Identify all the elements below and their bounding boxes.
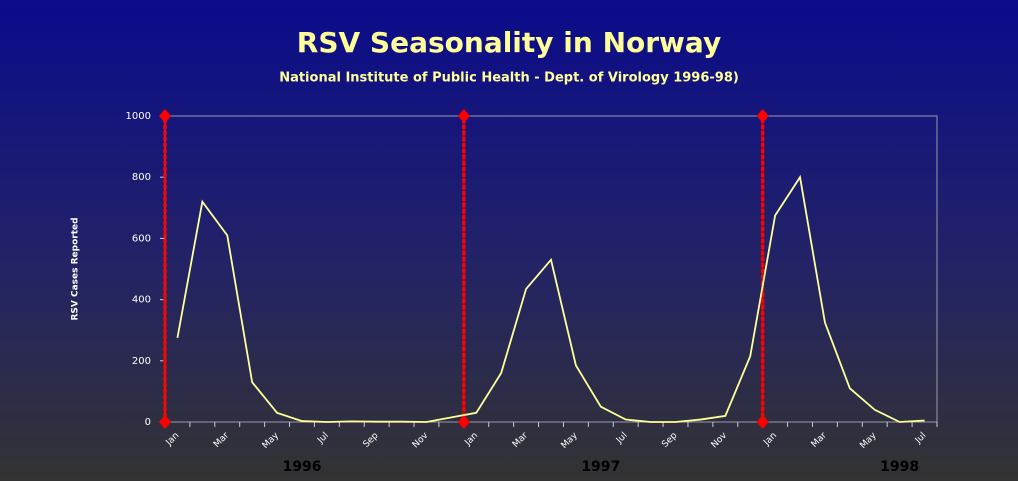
year-divider-marker <box>159 415 171 429</box>
y-axis-label: RSV Cases Reported <box>71 217 81 320</box>
year-divider-marker <box>756 415 769 429</box>
chart-title: RSV Seasonality in Norway <box>297 26 721 59</box>
year-divider-marker <box>457 109 470 123</box>
y-tick-label: 800 <box>132 172 151 183</box>
year-label: 1996 <box>282 459 321 475</box>
y-tick-label: 400 <box>132 295 151 306</box>
year-divider-marker <box>756 109 769 123</box>
year-divider-marker <box>159 109 171 123</box>
data-line <box>176 174 925 423</box>
y-tick-label: 600 <box>132 233 151 244</box>
chart-subtitle: National Institute of Public Health - De… <box>279 71 739 86</box>
year-label: 1997 <box>581 459 620 475</box>
y-tick-label: 200 <box>132 356 151 367</box>
y-tick-label: 0 <box>145 417 151 428</box>
year-divider-marker <box>457 415 470 429</box>
year-label: 1998 <box>880 459 919 475</box>
y-tick-label: 1000 <box>126 111 151 122</box>
